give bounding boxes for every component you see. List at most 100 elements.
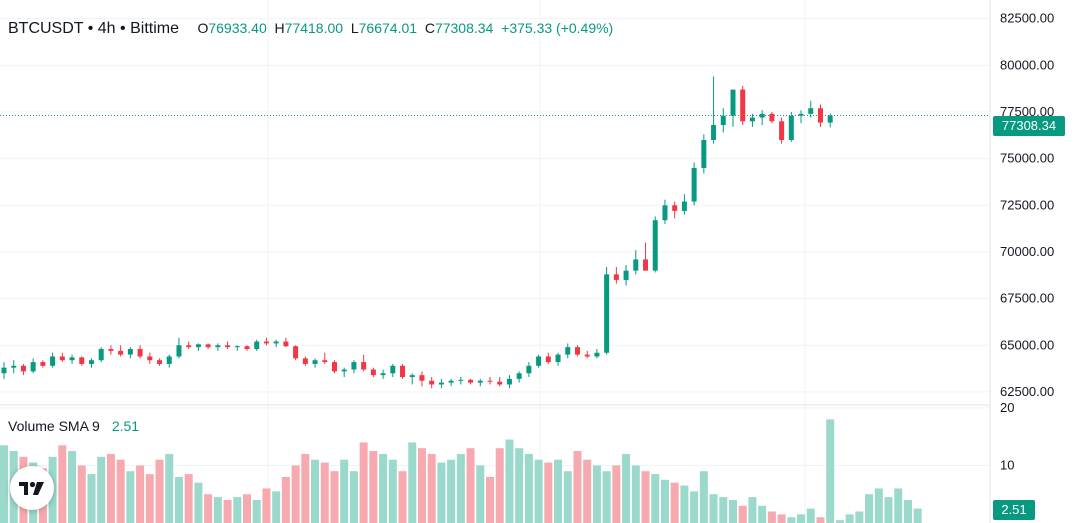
volume-bar <box>243 494 251 523</box>
candle-body <box>643 259 649 271</box>
volume-tick-label: 10 <box>1000 457 1014 472</box>
candle-body <box>662 205 668 221</box>
open-label: O <box>197 20 209 36</box>
candle-body <box>69 357 75 361</box>
price-tick-label: 72500.00 <box>1000 197 1054 212</box>
candle-body <box>50 356 56 366</box>
candle-body <box>448 380 454 383</box>
volume-bar <box>651 474 660 523</box>
open-value: 76933.40 <box>208 20 267 36</box>
low-label: L <box>350 20 359 36</box>
volume-bar <box>87 474 96 523</box>
volume-bar <box>223 499 232 523</box>
price-axis[interactable]: 82500.00 80000.00 77500.00 75000.00 72500.00… <box>1000 11 1054 399</box>
volume-bar <box>252 499 261 523</box>
candle-body <box>827 115 833 123</box>
volume-bar <box>213 497 222 523</box>
candle-body <box>108 349 114 351</box>
candle-body <box>623 270 629 280</box>
candle-body <box>234 346 240 348</box>
candle-body <box>633 259 639 271</box>
volume-bar <box>660 479 669 523</box>
candle-body <box>409 375 415 378</box>
candle-body <box>370 369 376 376</box>
volume-bar <box>330 471 339 523</box>
volume-bar <box>515 448 524 523</box>
legend-sep-2: • <box>120 20 126 37</box>
candle-body <box>438 382 444 385</box>
candle-body <box>487 380 493 382</box>
candle-body <box>127 349 133 355</box>
volume-bar <box>865 494 874 523</box>
last-price-tag: 77308.34 <box>993 116 1065 136</box>
volume-bar <box>456 453 465 523</box>
candle-body <box>351 362 357 370</box>
candle-body <box>361 362 367 370</box>
candle-body <box>769 113 775 122</box>
symbol-legend[interactable]: BTCUSDT • 4h • Bittime O76933.40 H77418.… <box>8 20 613 38</box>
symbol-name[interactable]: BTCUSDT <box>8 20 84 37</box>
candle-body <box>1 367 7 374</box>
candle-body <box>166 356 172 364</box>
volume-legend[interactable]: Volume SMA 9 2.51 <box>8 418 139 434</box>
high-value: 77418.00 <box>284 20 344 36</box>
price-tick-label: 70000.00 <box>1000 244 1054 259</box>
price-tick-label: 80000.00 <box>1000 57 1054 72</box>
volume-bar <box>748 497 757 523</box>
volume-bar <box>359 442 368 523</box>
candle-body <box>254 341 260 350</box>
price-tick-label: 77500.00 <box>1000 104 1054 119</box>
candle-body <box>20 365 26 372</box>
candle-body <box>244 346 250 350</box>
volume-bar <box>534 459 543 523</box>
volume-bar <box>165 453 174 523</box>
volume-bar <box>369 451 378 523</box>
tradingview-logo-icon[interactable] <box>10 466 54 510</box>
volume-bar <box>447 459 456 523</box>
candle-body <box>322 360 328 363</box>
candle-body <box>574 347 580 355</box>
volume-bar <box>806 508 815 523</box>
volume-bar <box>349 471 358 523</box>
price-tick-label: 75000.00 <box>1000 151 1054 166</box>
volume-bar <box>174 476 183 523</box>
volume-bar <box>204 494 213 523</box>
price-tick-label: 67500.00 <box>1000 291 1054 306</box>
candle-body <box>468 379 474 383</box>
candle-body <box>400 365 406 378</box>
volume-bar <box>544 462 553 523</box>
volume-bar <box>281 476 290 523</box>
candle-body <box>526 365 532 374</box>
interval-label[interactable]: 4h <box>97 20 116 37</box>
volume-bar <box>116 459 125 523</box>
volume-bar <box>388 459 397 523</box>
volume-bar <box>291 465 300 523</box>
volume-bar <box>524 453 533 523</box>
volume-tick-label: 20 <box>1000 400 1014 415</box>
volume-bar <box>233 497 242 523</box>
volume-bar <box>194 482 203 523</box>
candle-body <box>672 205 678 211</box>
volume-bar <box>184 474 193 523</box>
volume-bar <box>583 459 592 523</box>
candle-body <box>157 360 163 364</box>
candle-body <box>225 345 231 348</box>
candle-body <box>652 220 658 271</box>
candle-body <box>613 274 619 280</box>
candle-body <box>458 379 464 381</box>
low-value: 76674.01 <box>358 20 418 36</box>
volume-bar <box>0 445 8 523</box>
close-value: 77308.34 <box>434 20 494 36</box>
candle-body <box>176 345 182 357</box>
volume-bar <box>631 465 640 523</box>
volume-bar <box>913 508 922 523</box>
volume-bar <box>106 453 115 523</box>
volume-bar <box>592 465 601 523</box>
volume-bar <box>320 462 329 523</box>
candle-body <box>497 381 503 385</box>
volume-bar <box>408 442 417 523</box>
candle-body <box>584 354 590 357</box>
volume-bar <box>398 471 407 523</box>
